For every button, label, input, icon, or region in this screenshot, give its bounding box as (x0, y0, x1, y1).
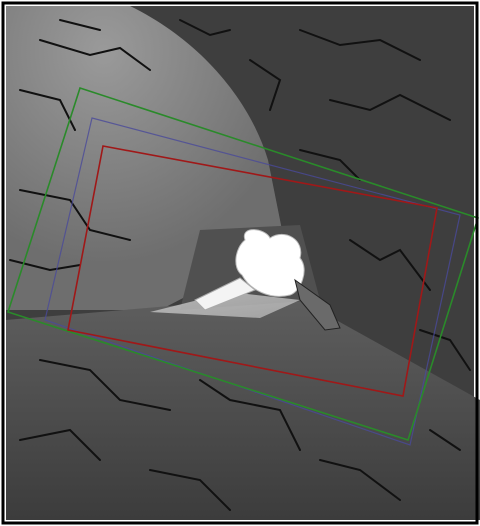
light-beam (150, 292, 300, 318)
green-guide (6, 86, 480, 442)
blue-guide (44, 117, 461, 446)
character (194, 229, 341, 331)
floor (6, 300, 480, 520)
red-guide (67, 145, 438, 397)
